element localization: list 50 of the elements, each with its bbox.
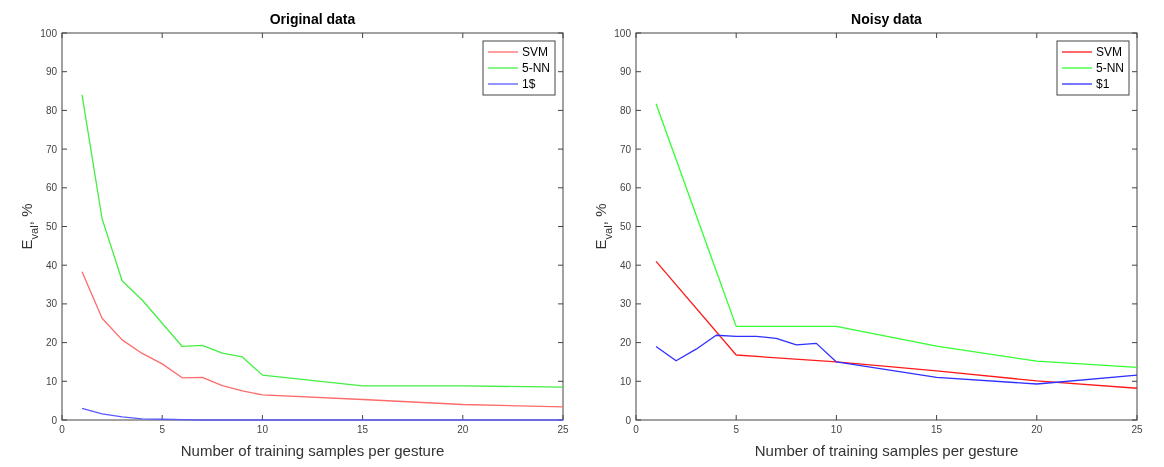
x-axis-title: Number of training samples per gesture bbox=[180, 442, 445, 459]
line-series bbox=[655, 103, 1138, 369]
legend-label: 5-NN bbox=[1096, 61, 1125, 75]
y-tick-label: 60 bbox=[619, 182, 632, 194]
y-tick-label: 20 bbox=[619, 337, 632, 349]
x-tick-label: 20 bbox=[457, 424, 469, 435]
x-tick-label: 5 bbox=[159, 424, 166, 435]
y-tick-label: 30 bbox=[619, 298, 632, 310]
y-tick-label: 40 bbox=[619, 259, 632, 271]
line-series bbox=[81, 94, 564, 388]
y-tick-label: 100 bbox=[614, 27, 632, 39]
line-series bbox=[81, 407, 564, 421]
y-tick-label: 80 bbox=[619, 104, 632, 116]
y-tick-label: 0 bbox=[51, 414, 58, 426]
chart-title: Original data bbox=[269, 11, 356, 27]
y-tick-label: 80 bbox=[45, 104, 58, 116]
y-tick-label: 40 bbox=[45, 259, 58, 271]
line-series bbox=[655, 260, 1138, 389]
y-tick-label: 30 bbox=[45, 298, 58, 310]
chart-title: Noisy data bbox=[851, 11, 923, 27]
x-tick-label: 10 bbox=[830, 424, 843, 435]
y-tick-label: 90 bbox=[619, 66, 632, 78]
x-axis-title: Number of training samples per gesture bbox=[754, 442, 1019, 459]
x-tick-label: 25 bbox=[557, 424, 569, 435]
y-tick-label: 10 bbox=[45, 375, 58, 387]
x-tick-label: 20 bbox=[1031, 424, 1043, 435]
legend-label: $1 bbox=[1096, 77, 1110, 91]
x-tick-label: 15 bbox=[357, 424, 369, 435]
y-tick-label: 20 bbox=[45, 337, 58, 349]
legend-label: SVM bbox=[1096, 45, 1123, 59]
y-tick-label: 50 bbox=[45, 221, 58, 232]
y-tick-label: 90 bbox=[45, 66, 58, 78]
y-tick-label: 60 bbox=[45, 182, 58, 194]
y-tick-label: 0 bbox=[625, 414, 632, 426]
y-tick-label: 50 bbox=[619, 221, 632, 232]
legend-label: 1$ bbox=[522, 77, 536, 91]
y-tick-label: 70 bbox=[619, 143, 632, 155]
legend-label: 5-NN bbox=[522, 61, 551, 75]
legend-label: SVM bbox=[522, 45, 549, 59]
y-tick-label: 10 bbox=[619, 375, 632, 387]
x-tick-label: 5 bbox=[733, 424, 740, 435]
line-series bbox=[655, 334, 1138, 385]
y-tick-label: 70 bbox=[45, 143, 58, 155]
x-tick-label: 15 bbox=[931, 424, 943, 435]
line-series bbox=[81, 271, 564, 408]
x-tick-label: 0 bbox=[633, 424, 640, 435]
x-tick-label: 25 bbox=[1131, 424, 1143, 435]
x-tick-label: 10 bbox=[256, 424, 269, 435]
x-tick-label: 0 bbox=[59, 424, 66, 435]
y-tick-label: 100 bbox=[40, 27, 58, 39]
